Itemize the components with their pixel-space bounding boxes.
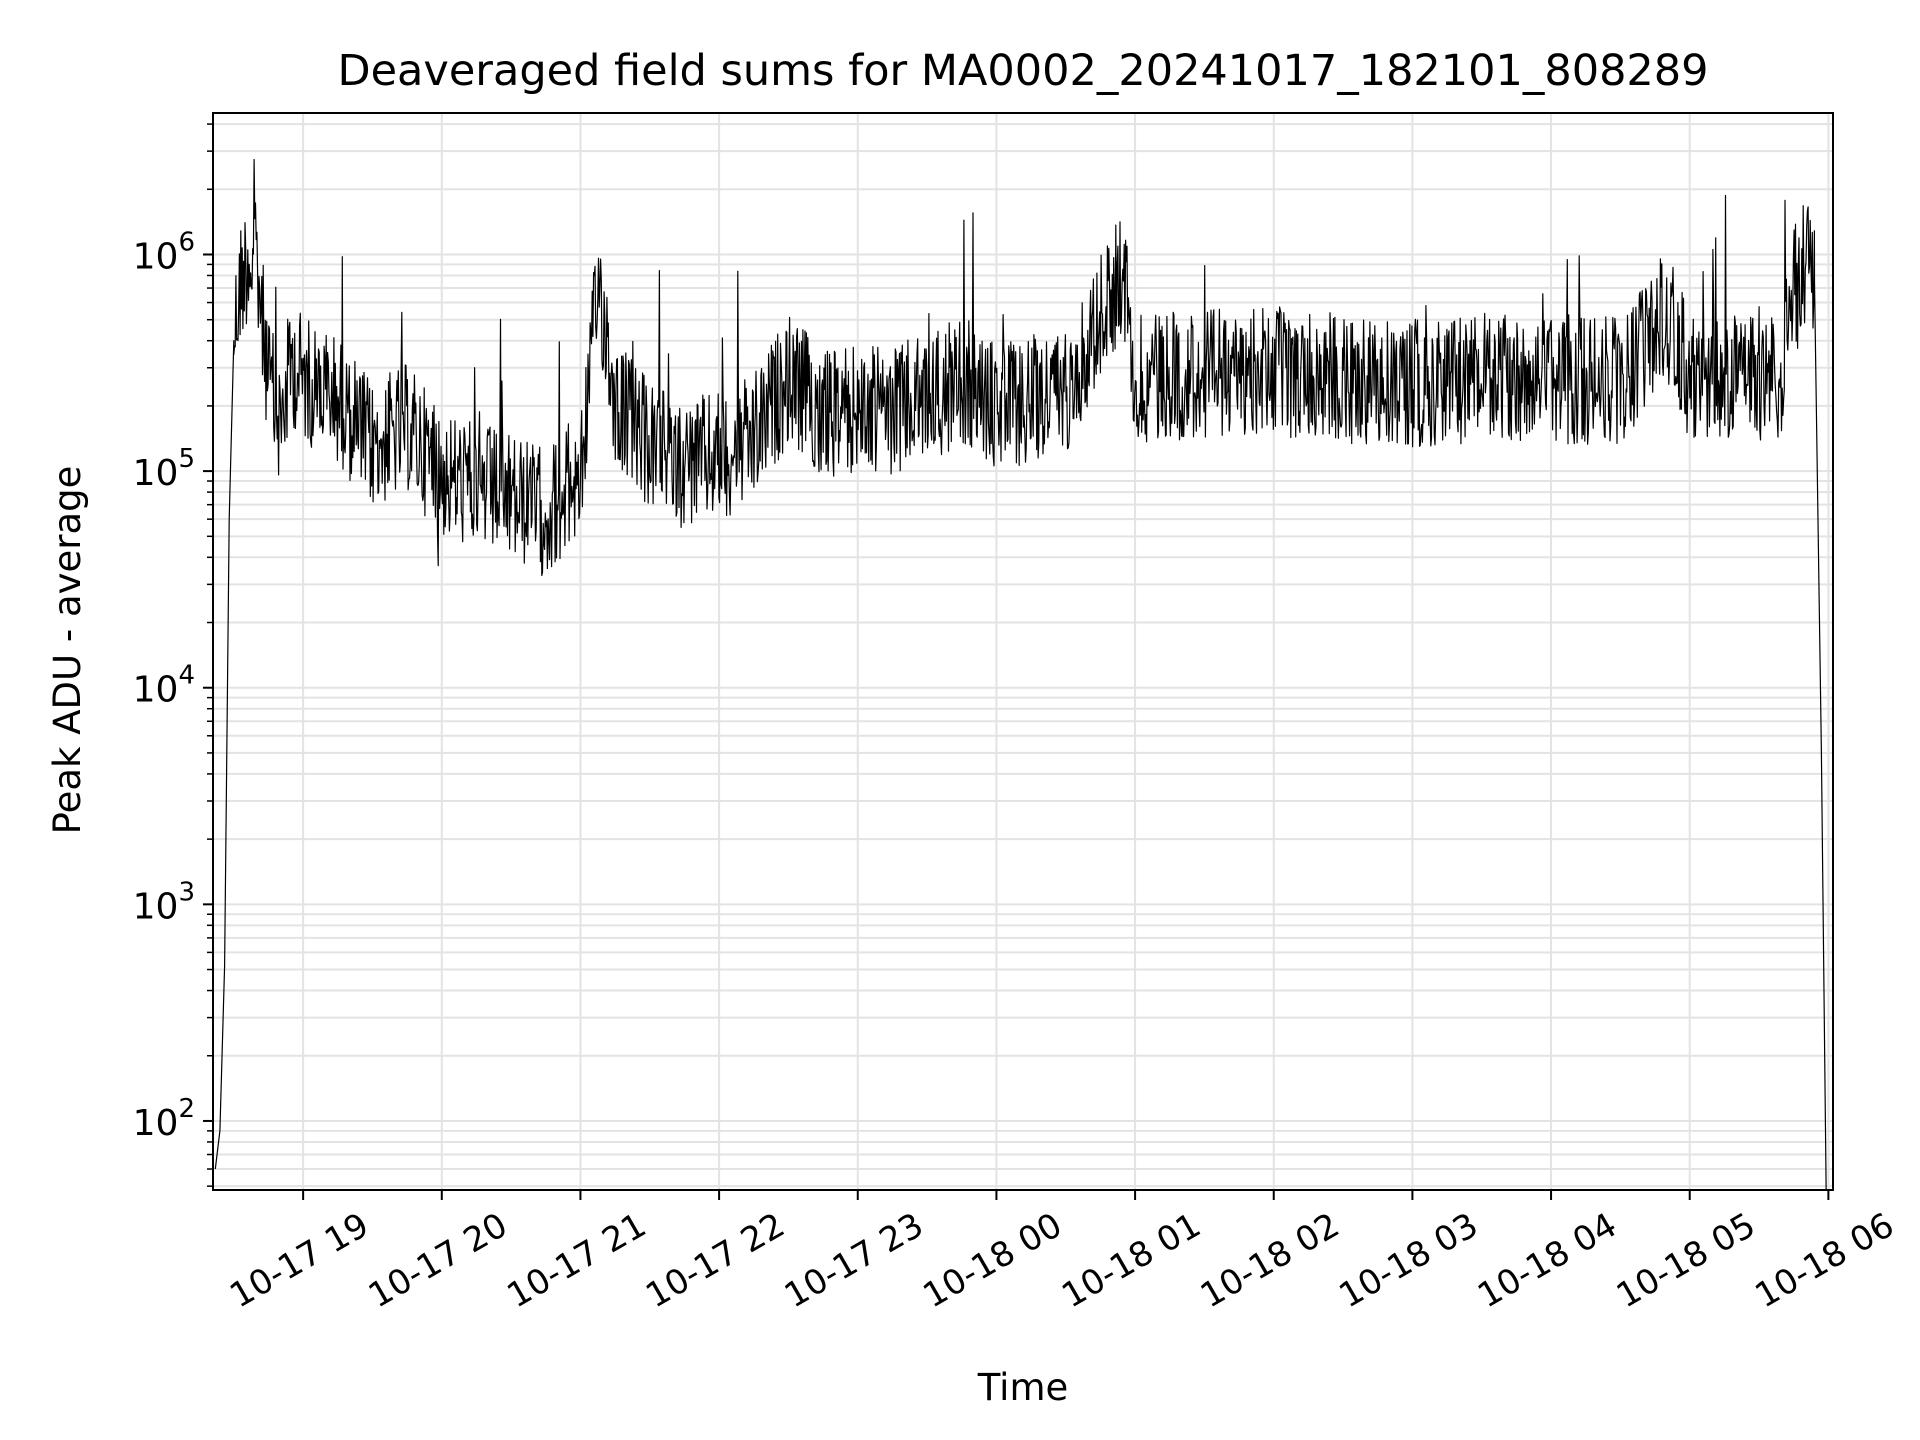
y-tick-label: 105 bbox=[133, 444, 195, 494]
series-layer bbox=[214, 158, 1827, 1190]
grid bbox=[213, 113, 1833, 1190]
y-axis: 102 103 104 105 106 bbox=[133, 123, 213, 1187]
y-axis-label: Peak ADU - average bbox=[46, 466, 89, 835]
series-line bbox=[214, 158, 1827, 1190]
chart-title: Deaveraged field sums for MA0002_2024101… bbox=[337, 46, 1708, 96]
y-tick-label: 104 bbox=[133, 661, 195, 711]
y-tick-label: 102 bbox=[133, 1094, 195, 1144]
y-tick-label: 106 bbox=[133, 227, 195, 277]
y-tick-label: 103 bbox=[133, 877, 195, 927]
plot-frame bbox=[212, 112, 1834, 1191]
x-axis-label: Time bbox=[977, 1366, 1069, 1409]
